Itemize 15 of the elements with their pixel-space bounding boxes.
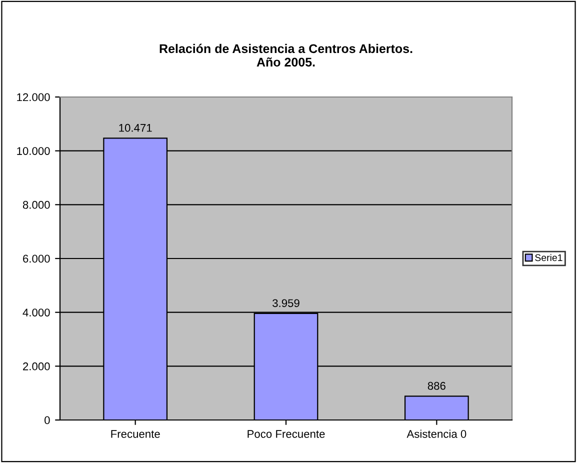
legend-label: Serie1 [535, 254, 562, 262]
y-tick-label: 2.000 [23, 362, 50, 370]
y-tick-label: 8.000 [22, 200, 50, 209]
y-tick-label: 4.000 [22, 308, 50, 316]
data-label: 10.471 [119, 124, 152, 132]
y-tick-label: 6.000 [23, 254, 50, 263]
x-tick-label: Poco Frecuente [248, 430, 325, 438]
data-label: 3.959 [272, 299, 300, 308]
x-tick-label: Asistencia 0 [406, 430, 466, 438]
y-tick-label: 10.000 [17, 147, 50, 155]
chart-title: Relación de Asistencia a Centros Abiertos. Año 2005. [160, 44, 412, 67]
y-tick-label: 0 [44, 416, 50, 424]
data-label: 886 [428, 382, 446, 390]
y-tick-label: 12.000 [17, 93, 50, 102]
x-tick-label: Frecuente [111, 430, 160, 438]
